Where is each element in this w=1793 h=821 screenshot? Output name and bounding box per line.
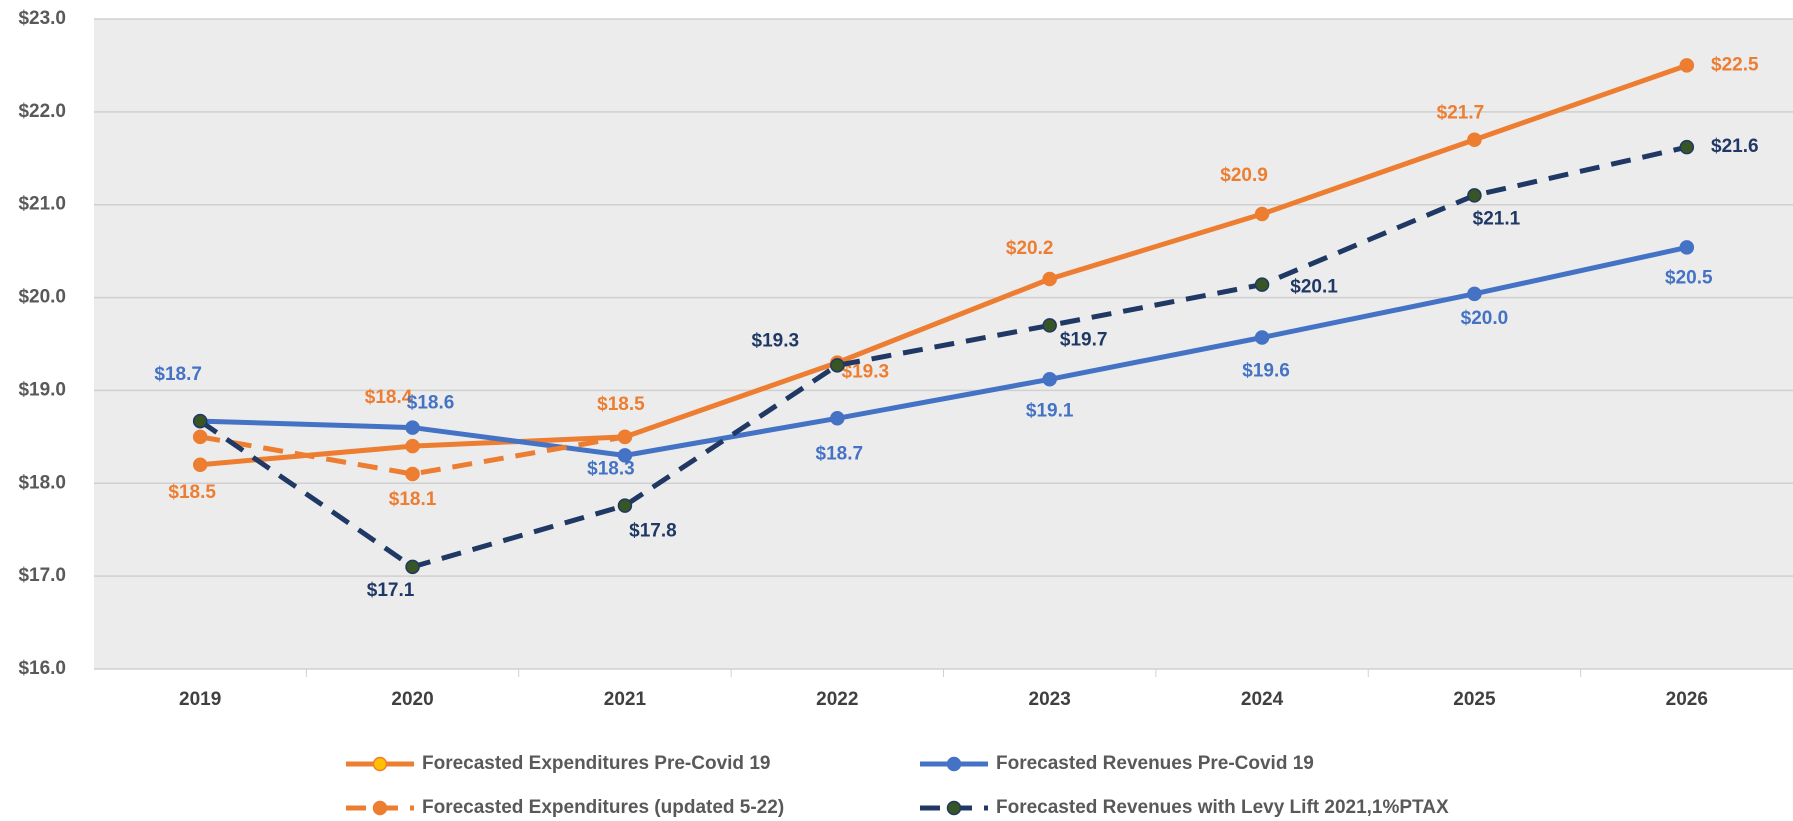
data-label: $18.7 — [816, 443, 864, 464]
data-label: $22.5 — [1711, 54, 1759, 75]
y-tick-label: $21.0 — [18, 194, 66, 215]
data-label: $21.7 — [1437, 103, 1485, 124]
legend-marker — [372, 756, 388, 772]
data-label: $18.6 — [407, 393, 455, 414]
legend-label: Forecasted Revenues with Levy Lift 2021,… — [996, 797, 1449, 818]
series-line — [200, 244, 1688, 458]
data-label: $18.3 — [587, 458, 635, 479]
x-tick-label: 2024 — [1241, 689, 1284, 710]
x-tick-label: 2021 — [604, 689, 647, 710]
marker — [1679, 240, 1695, 255]
y-tick-label: $18.0 — [18, 472, 66, 493]
marker — [1042, 372, 1057, 387]
data-label: $19.3 — [842, 362, 890, 383]
data-label: $19.3 — [752, 330, 800, 351]
legend-label: Forecasted Expenditures Pre-Covid 19 — [422, 753, 770, 774]
marker — [1254, 277, 1270, 292]
data-label: $19.7 — [1060, 329, 1108, 350]
marker — [617, 498, 633, 513]
y-tick-label: $23.0 — [18, 8, 66, 29]
marker — [1042, 271, 1057, 287]
data-label: $20.1 — [1290, 277, 1338, 298]
marker — [405, 438, 420, 454]
marker — [1679, 58, 1695, 73]
marker — [1467, 286, 1482, 302]
marker — [1679, 139, 1695, 155]
y-tick-label: $19.0 — [18, 379, 66, 400]
marker — [192, 413, 208, 429]
data-label: $19.6 — [1242, 361, 1290, 382]
data-label: $19.1 — [1026, 400, 1074, 421]
series-line — [199, 434, 626, 477]
data-label: $18.5 — [597, 394, 645, 415]
series-line — [199, 63, 1688, 468]
legend-label: Forecasted Expenditures (updated 5-22) — [422, 797, 784, 818]
marker — [1042, 318, 1057, 333]
marker — [192, 429, 208, 445]
marker — [1467, 132, 1482, 147]
data-label: $18.4 — [365, 387, 413, 408]
y-tick-label: $22.0 — [18, 101, 66, 122]
marker — [1467, 188, 1482, 203]
data-label: $17.1 — [367, 580, 415, 601]
marker — [617, 429, 633, 445]
marker — [1254, 330, 1270, 345]
y-tick-label: $17.0 — [18, 565, 66, 586]
data-label: $18.5 — [168, 482, 216, 503]
marker — [1254, 206, 1270, 222]
series-line — [198, 144, 1688, 570]
legend-marker — [372, 800, 388, 816]
data-label: $20.9 — [1220, 165, 1268, 186]
y-tick-label: $20.0 — [18, 287, 66, 308]
legend-marker — [946, 800, 962, 816]
x-tick-label: 2019 — [179, 689, 221, 710]
marker — [617, 448, 633, 463]
marker — [192, 457, 208, 472]
x-tick-label: 2022 — [816, 689, 858, 710]
marker — [405, 559, 420, 575]
legend-marker — [946, 756, 962, 772]
x-tick-label: 2025 — [1453, 689, 1496, 710]
marker — [830, 358, 845, 373]
marker — [830, 411, 845, 426]
y-tick-label: $16.0 — [18, 658, 66, 679]
data-label: $20.0 — [1461, 308, 1509, 329]
x-tick-label: 2020 — [391, 689, 433, 710]
legend-label: Forecasted Revenues Pre-Covid 19 — [996, 753, 1314, 774]
x-tick-label: 2026 — [1666, 689, 1708, 710]
data-label: $21.1 — [1473, 208, 1521, 229]
x-tick-label: 2023 — [1029, 689, 1071, 710]
data-label: $17.8 — [629, 521, 677, 542]
data-label: $18.7 — [154, 364, 202, 385]
marker — [405, 420, 420, 435]
data-label: $18.1 — [389, 489, 437, 510]
data-label: $20.2 — [1006, 238, 1054, 259]
marker — [405, 466, 420, 482]
data-label: $21.6 — [1711, 136, 1759, 157]
data-label: $20.5 — [1665, 267, 1713, 288]
